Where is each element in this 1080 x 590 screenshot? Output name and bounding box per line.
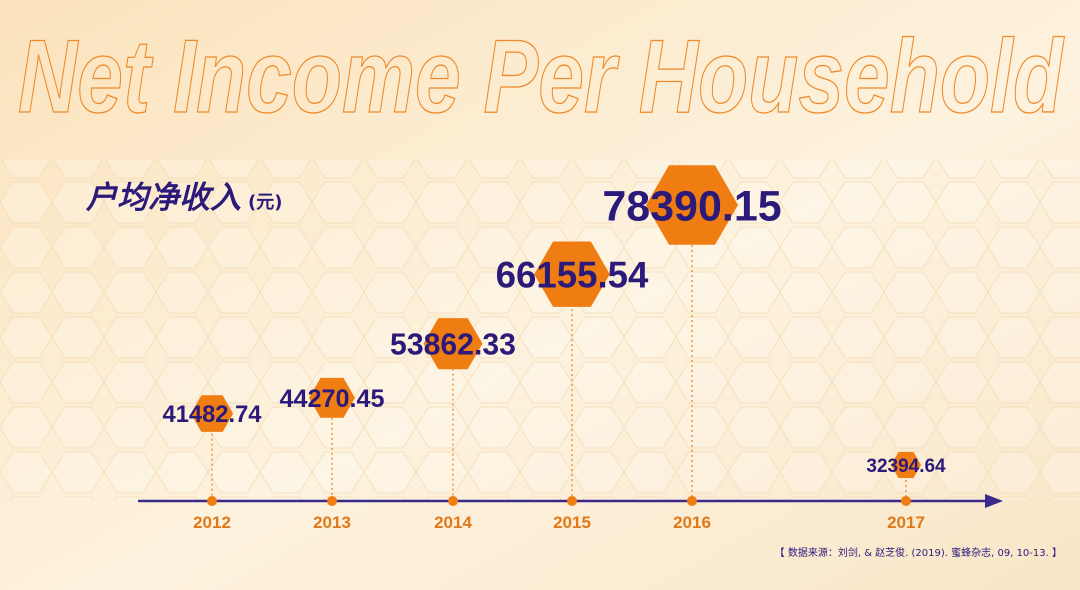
chart-title: Net Income Per Household <box>18 19 1065 135</box>
x-tick-label: 2015 <box>553 513 591 532</box>
value-label: 53862.33 <box>390 329 516 362</box>
x-tick-label: 2013 <box>313 513 351 532</box>
axis-dot <box>327 496 337 506</box>
axis-arrow <box>985 494 1003 508</box>
value-label: 44270.45 <box>279 385 384 413</box>
source-note: 【 数据来源：刘剑, & 赵芝俊. (2019). 蜜蜂杂志, 09, 10-1… <box>775 546 1062 559</box>
x-tick-label: 2012 <box>193 513 231 532</box>
x-tick-label: 2016 <box>673 513 711 532</box>
axis-dot <box>448 496 458 506</box>
value-label: 32394.64 <box>866 456 946 477</box>
x-tick-label: 2017 <box>887 513 925 532</box>
axis-dot <box>207 496 217 506</box>
hexagon <box>891 452 921 478</box>
hexagon <box>423 318 483 370</box>
hexagon <box>646 165 738 245</box>
value-label: 66155.54 <box>496 254 649 295</box>
value-label: 41482.74 <box>163 402 263 428</box>
hexagon <box>190 395 234 432</box>
hexagon <box>534 241 610 307</box>
axis-dot <box>687 496 697 506</box>
hexagon <box>309 377 355 418</box>
chart-subtitle: 户均净收入 <box>85 180 241 216</box>
axis-dot <box>567 496 577 506</box>
background-pattern <box>0 160 1080 500</box>
axis-dot <box>901 496 911 506</box>
unit-label: (元) <box>248 192 282 213</box>
value-label: 78390.15 <box>602 182 781 230</box>
x-tick-label: 2014 <box>434 513 472 532</box>
